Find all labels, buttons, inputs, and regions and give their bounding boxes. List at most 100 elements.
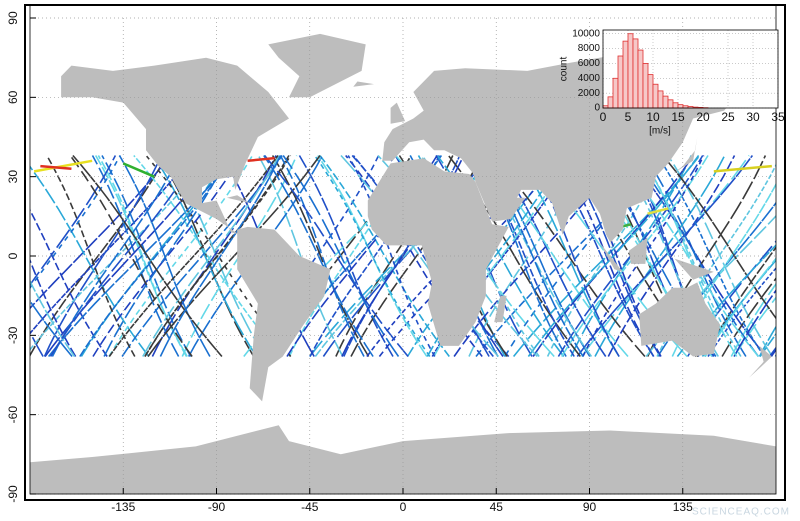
landmass: [672, 137, 698, 174]
track: [733, 289, 776, 357]
track: [561, 155, 709, 357]
track: [40, 164, 72, 170]
histogram-bar: [647, 74, 654, 109]
track: [576, 155, 754, 357]
track: [794, 156, 800, 357]
landmass: [226, 195, 250, 204]
x-axis-label: [m/s]: [649, 126, 671, 137]
x-tick-label: -90: [208, 500, 226, 514]
track: [713, 164, 772, 173]
track: [69, 155, 193, 357]
histogram-bar: [672, 102, 679, 109]
histogram-inset: 0 5 10 15 20 25 30 35 0 2000 4000 6000 8000 10000 coun…: [559, 28, 785, 136]
landmass: [599, 242, 623, 272]
track: [91, 155, 180, 357]
track: [546, 155, 666, 357]
track: [108, 155, 254, 357]
track: [667, 155, 773, 357]
track: [704, 245, 776, 357]
track: [30, 299, 73, 358]
histogram-bar: [617, 55, 624, 109]
y-tick-label: 0: [594, 103, 600, 114]
x-tick-label: 135: [673, 500, 693, 514]
track: [257, 155, 344, 357]
x-tick-label: 45: [490, 500, 504, 514]
landmass: [367, 158, 509, 346]
y-axis-label: count: [559, 57, 570, 82]
landmass: [749, 345, 772, 378]
track: [247, 156, 275, 163]
histogram-bar: [642, 63, 649, 109]
track: [790, 156, 800, 357]
landmass: [494, 295, 507, 323]
histogram-bar: [652, 83, 659, 109]
x-tick-label: 5: [625, 110, 632, 124]
track: [733, 296, 776, 357]
track: [317, 155, 428, 357]
track: [72, 154, 223, 358]
track: [47, 154, 236, 358]
track: [30, 155, 171, 310]
track: [144, 155, 292, 357]
map-frame-inner: [29, 4, 777, 495]
track: [491, 154, 646, 358]
track: [774, 353, 776, 357]
histogram-bar: [677, 104, 684, 109]
track: [347, 155, 436, 357]
track: [108, 155, 279, 357]
track: [607, 155, 736, 357]
track: [298, 155, 394, 357]
track: [512, 154, 701, 358]
track: [647, 207, 669, 215]
track: [527, 155, 700, 357]
landmass: [390, 102, 406, 124]
x-tick-label: -45: [301, 500, 319, 514]
y-tick-label: -30: [6, 326, 20, 344]
landmass: [674, 258, 714, 280]
y-tick-label: 8000: [578, 43, 601, 54]
track: [159, 155, 282, 357]
track: [263, 154, 409, 358]
histogram-bar: [627, 33, 634, 109]
x-tick-label: 10: [646, 110, 660, 124]
track: [122, 162, 155, 178]
track: [46, 155, 136, 357]
histogram-bar: [622, 40, 629, 109]
x-tick-label: -135: [111, 500, 135, 514]
y-tick-label: 2000: [578, 88, 601, 99]
landmass: [61, 57, 289, 235]
track: [632, 155, 760, 357]
y-tick-label: 10000: [572, 28, 600, 39]
landmass: [639, 282, 721, 357]
x-tick-label: 0: [400, 500, 407, 514]
track: [30, 208, 108, 357]
x-tick-label: 30: [746, 110, 760, 124]
landmass: [237, 226, 331, 402]
histogram-bar: [657, 90, 664, 109]
x-tick-label: 25: [721, 110, 735, 124]
histogram-bar: [632, 38, 639, 109]
watermark: SCIENCEAQ.COM: [692, 507, 790, 518]
track: [314, 155, 431, 357]
inset-frame: [602, 29, 779, 109]
landmass: [353, 81, 374, 87]
track: [279, 155, 365, 357]
y-tick-label: 0: [6, 252, 20, 259]
y-tick-label: 6000: [578, 58, 601, 69]
track: [30, 165, 150, 357]
track: [118, 155, 211, 357]
histogram-bar: [612, 77, 619, 109]
track: [51, 155, 181, 357]
track: [33, 159, 93, 173]
track: [704, 257, 776, 357]
landmass: [30, 425, 776, 494]
track: [30, 279, 76, 357]
track: [594, 155, 726, 357]
histogram-bar: [667, 99, 674, 109]
y-tick-label: 60: [6, 90, 20, 104]
y-tick-label: -60: [6, 406, 20, 424]
y-tick-label: 30: [6, 170, 20, 184]
histogram-bar: [662, 95, 669, 109]
